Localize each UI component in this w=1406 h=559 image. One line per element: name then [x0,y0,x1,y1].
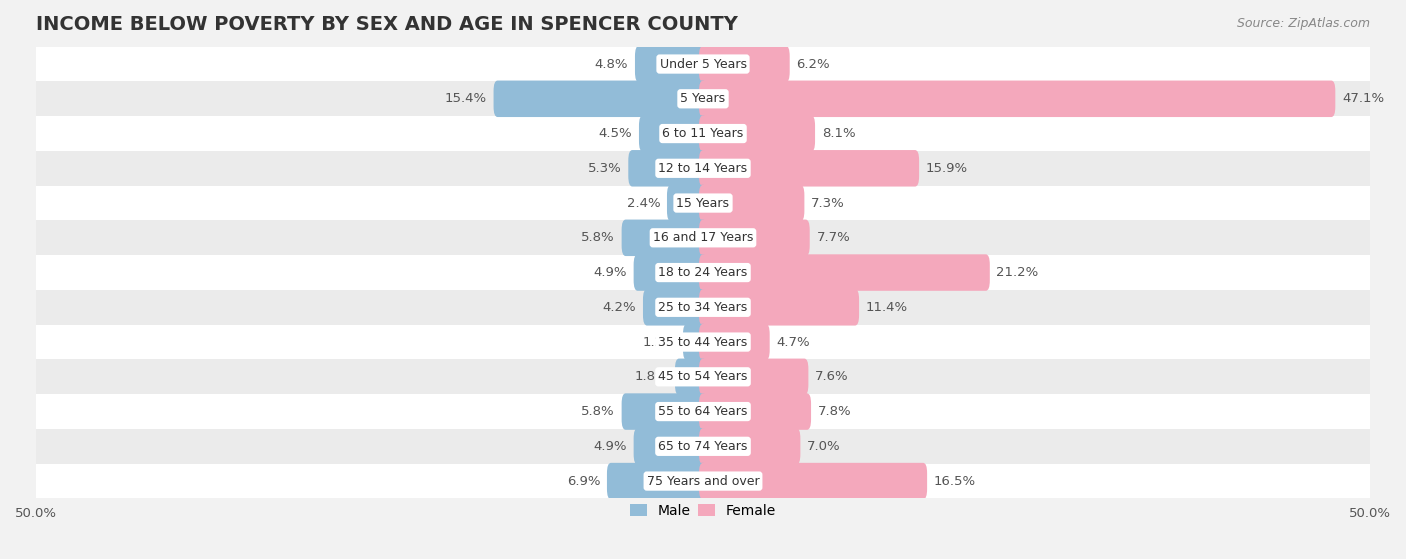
Text: 7.0%: 7.0% [807,440,841,453]
FancyBboxPatch shape [683,324,707,361]
Text: 4.7%: 4.7% [776,335,810,349]
FancyBboxPatch shape [607,463,707,499]
FancyBboxPatch shape [699,289,859,325]
Text: 21.2%: 21.2% [997,266,1039,279]
Text: Source: ZipAtlas.com: Source: ZipAtlas.com [1237,17,1369,30]
Text: 75 Years and over: 75 Years and over [647,475,759,487]
Bar [37,394,1369,429]
Text: 5 Years: 5 Years [681,92,725,105]
Text: 45 to 54 Years: 45 to 54 Years [658,370,748,383]
Text: 2.4%: 2.4% [627,197,661,210]
Text: 4.5%: 4.5% [599,127,633,140]
Text: 16 and 17 Years: 16 and 17 Years [652,231,754,244]
Text: 15.9%: 15.9% [925,162,967,175]
Text: 6.2%: 6.2% [796,58,830,70]
Text: 6 to 11 Years: 6 to 11 Years [662,127,744,140]
Bar [37,151,1369,186]
FancyBboxPatch shape [699,185,804,221]
Text: 5.8%: 5.8% [581,231,614,244]
Bar [37,82,1369,116]
Text: Under 5 Years: Under 5 Years [659,58,747,70]
Text: 25 to 34 Years: 25 to 34 Years [658,301,748,314]
FancyBboxPatch shape [699,150,920,187]
Bar [37,220,1369,255]
Text: 15.4%: 15.4% [444,92,486,105]
Text: 16.5%: 16.5% [934,475,976,487]
FancyBboxPatch shape [699,358,808,395]
FancyBboxPatch shape [494,80,707,117]
FancyBboxPatch shape [699,463,927,499]
Text: 6.9%: 6.9% [567,475,600,487]
FancyBboxPatch shape [699,220,810,256]
Bar [37,116,1369,151]
Bar [37,359,1369,394]
FancyBboxPatch shape [699,254,990,291]
Text: 65 to 74 Years: 65 to 74 Years [658,440,748,453]
FancyBboxPatch shape [699,46,790,82]
Text: 7.6%: 7.6% [815,370,849,383]
Legend: Male, Female: Male, Female [624,498,782,523]
Text: 7.7%: 7.7% [817,231,851,244]
Bar [37,46,1369,82]
FancyBboxPatch shape [628,150,707,187]
Text: 35 to 44 Years: 35 to 44 Years [658,335,748,349]
FancyBboxPatch shape [699,428,800,465]
FancyBboxPatch shape [699,115,815,152]
Text: 12 to 14 Years: 12 to 14 Years [658,162,748,175]
Text: 1.2%: 1.2% [643,335,676,349]
FancyBboxPatch shape [621,394,707,430]
FancyBboxPatch shape [634,428,707,465]
FancyBboxPatch shape [699,80,1336,117]
FancyBboxPatch shape [699,394,811,430]
Text: 4.9%: 4.9% [593,266,627,279]
Text: 55 to 64 Years: 55 to 64 Years [658,405,748,418]
FancyBboxPatch shape [666,185,707,221]
Bar [37,186,1369,220]
Text: 5.3%: 5.3% [588,162,621,175]
Text: 11.4%: 11.4% [866,301,908,314]
Bar [37,429,1369,464]
FancyBboxPatch shape [621,220,707,256]
Text: 8.1%: 8.1% [821,127,855,140]
Bar [37,325,1369,359]
Text: 4.8%: 4.8% [595,58,628,70]
Bar [37,290,1369,325]
FancyBboxPatch shape [643,289,707,325]
Bar [37,255,1369,290]
FancyBboxPatch shape [699,324,769,361]
Text: 4.2%: 4.2% [603,301,637,314]
Text: INCOME BELOW POVERTY BY SEX AND AGE IN SPENCER COUNTY: INCOME BELOW POVERTY BY SEX AND AGE IN S… [37,15,738,34]
Bar [37,464,1369,499]
Text: 15 Years: 15 Years [676,197,730,210]
Text: 4.9%: 4.9% [593,440,627,453]
Text: 1.8%: 1.8% [634,370,668,383]
FancyBboxPatch shape [675,358,707,395]
Text: 47.1%: 47.1% [1341,92,1384,105]
FancyBboxPatch shape [638,115,707,152]
Text: 5.8%: 5.8% [581,405,614,418]
Text: 7.3%: 7.3% [811,197,845,210]
FancyBboxPatch shape [634,254,707,291]
Text: 18 to 24 Years: 18 to 24 Years [658,266,748,279]
FancyBboxPatch shape [636,46,707,82]
Text: 7.8%: 7.8% [818,405,852,418]
